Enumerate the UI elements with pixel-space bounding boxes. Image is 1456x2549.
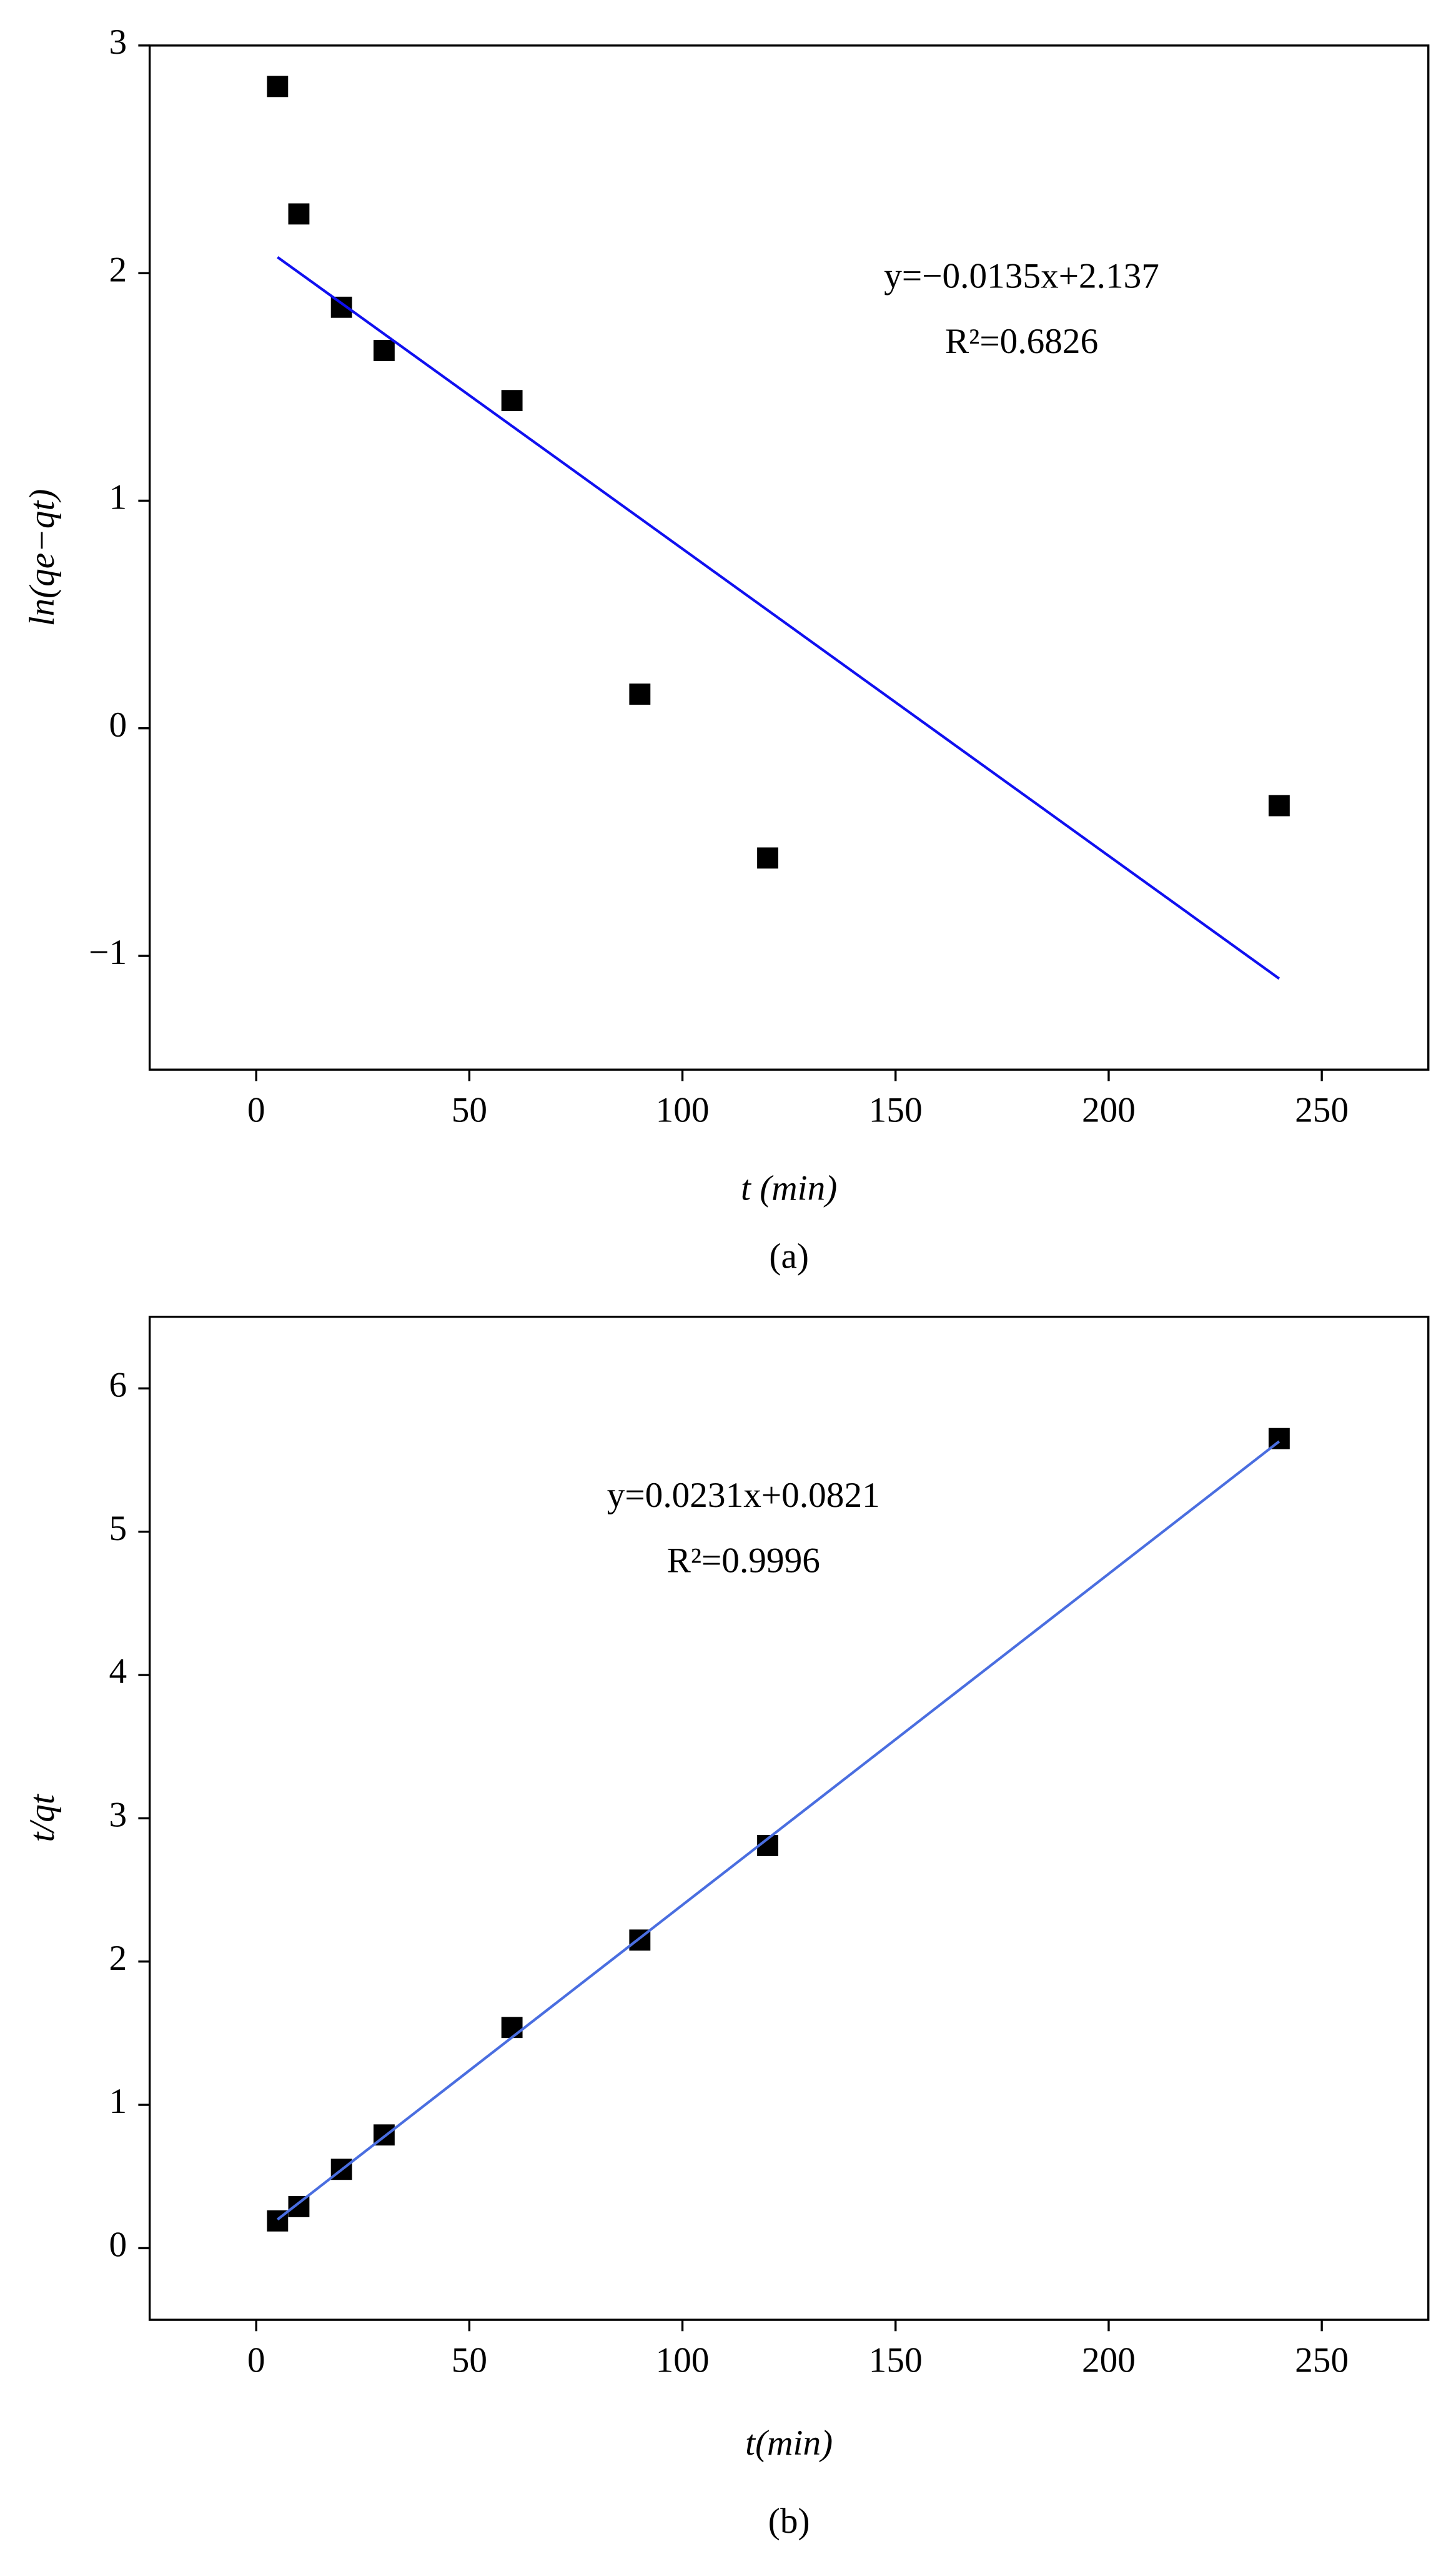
y-tick-label: 5: [109, 1509, 127, 1548]
data-point: [501, 2017, 523, 2039]
data-point: [288, 203, 310, 225]
fit-annotation: y=0.0231x+0.0821: [607, 1476, 880, 1515]
y-tick-label: 4: [109, 1652, 127, 1691]
y-tick-label: 1: [109, 2082, 127, 2121]
x-tick-label: 50: [452, 1091, 487, 1130]
x-axis-label: t(min): [745, 2423, 833, 2463]
fit-annotation: R²=0.9996: [667, 1541, 820, 1580]
fit-line: [277, 256, 1280, 980]
caption: (b): [768, 2502, 810, 2541]
fit-line: [277, 1440, 1280, 2221]
y-tick-label: −1: [89, 933, 127, 972]
y-tick-label: 1: [109, 478, 127, 517]
y-tick-label: 6: [109, 1365, 127, 1404]
x-tick-label: 0: [247, 1091, 265, 1130]
y-axis-label: ln(qe−qt): [22, 489, 62, 627]
data-point: [288, 2196, 310, 2217]
data-point: [267, 76, 289, 97]
data-point: [629, 683, 651, 705]
data-point: [373, 340, 395, 361]
x-tick-label: 250: [1295, 2341, 1349, 2380]
x-tick-label: 250: [1295, 1091, 1349, 1130]
x-tick-label: 100: [656, 2341, 710, 2380]
plot-frame: [148, 44, 1430, 1071]
fit-annotation: R²=0.6826: [945, 322, 1098, 361]
y-tick-label: 0: [109, 2225, 127, 2265]
y-axis-label: t/qt: [22, 1793, 62, 1842]
y-tick-label: 0: [109, 705, 127, 745]
caption: (a): [769, 1237, 809, 1276]
data-point: [501, 390, 523, 412]
y-tick-label: 2: [109, 1939, 127, 1978]
x-tick-label: 100: [656, 1091, 710, 1130]
y-tick-label: 3: [109, 1796, 127, 1835]
x-tick-label: 0: [247, 2341, 265, 2380]
x-tick-label: 200: [1082, 2341, 1136, 2380]
x-tick-label: 200: [1082, 1091, 1136, 1130]
x-tick-label: 50: [452, 2341, 487, 2380]
data-point: [757, 847, 778, 869]
fit-annotation: y=−0.0135x+2.137: [884, 257, 1159, 296]
y-tick-label: 3: [109, 22, 127, 62]
chart-panel: 0 50 100 150 200 250 −1 0 1 2 3 t (min) ln(qe−qt) (a)…: [22, 22, 1430, 1276]
data-point: [1268, 795, 1290, 817]
x-axis-label: t (min): [741, 1168, 837, 1208]
y-tick-label: 2: [109, 250, 127, 289]
x-tick-label: 150: [869, 2341, 923, 2380]
x-tick-label: 150: [869, 1091, 923, 1130]
chart-panel: 0 50 100 150 200 250 0 1 2 3 4 5 6 t(min) t/qt (b) y=0.0…: [22, 1315, 1430, 2541]
